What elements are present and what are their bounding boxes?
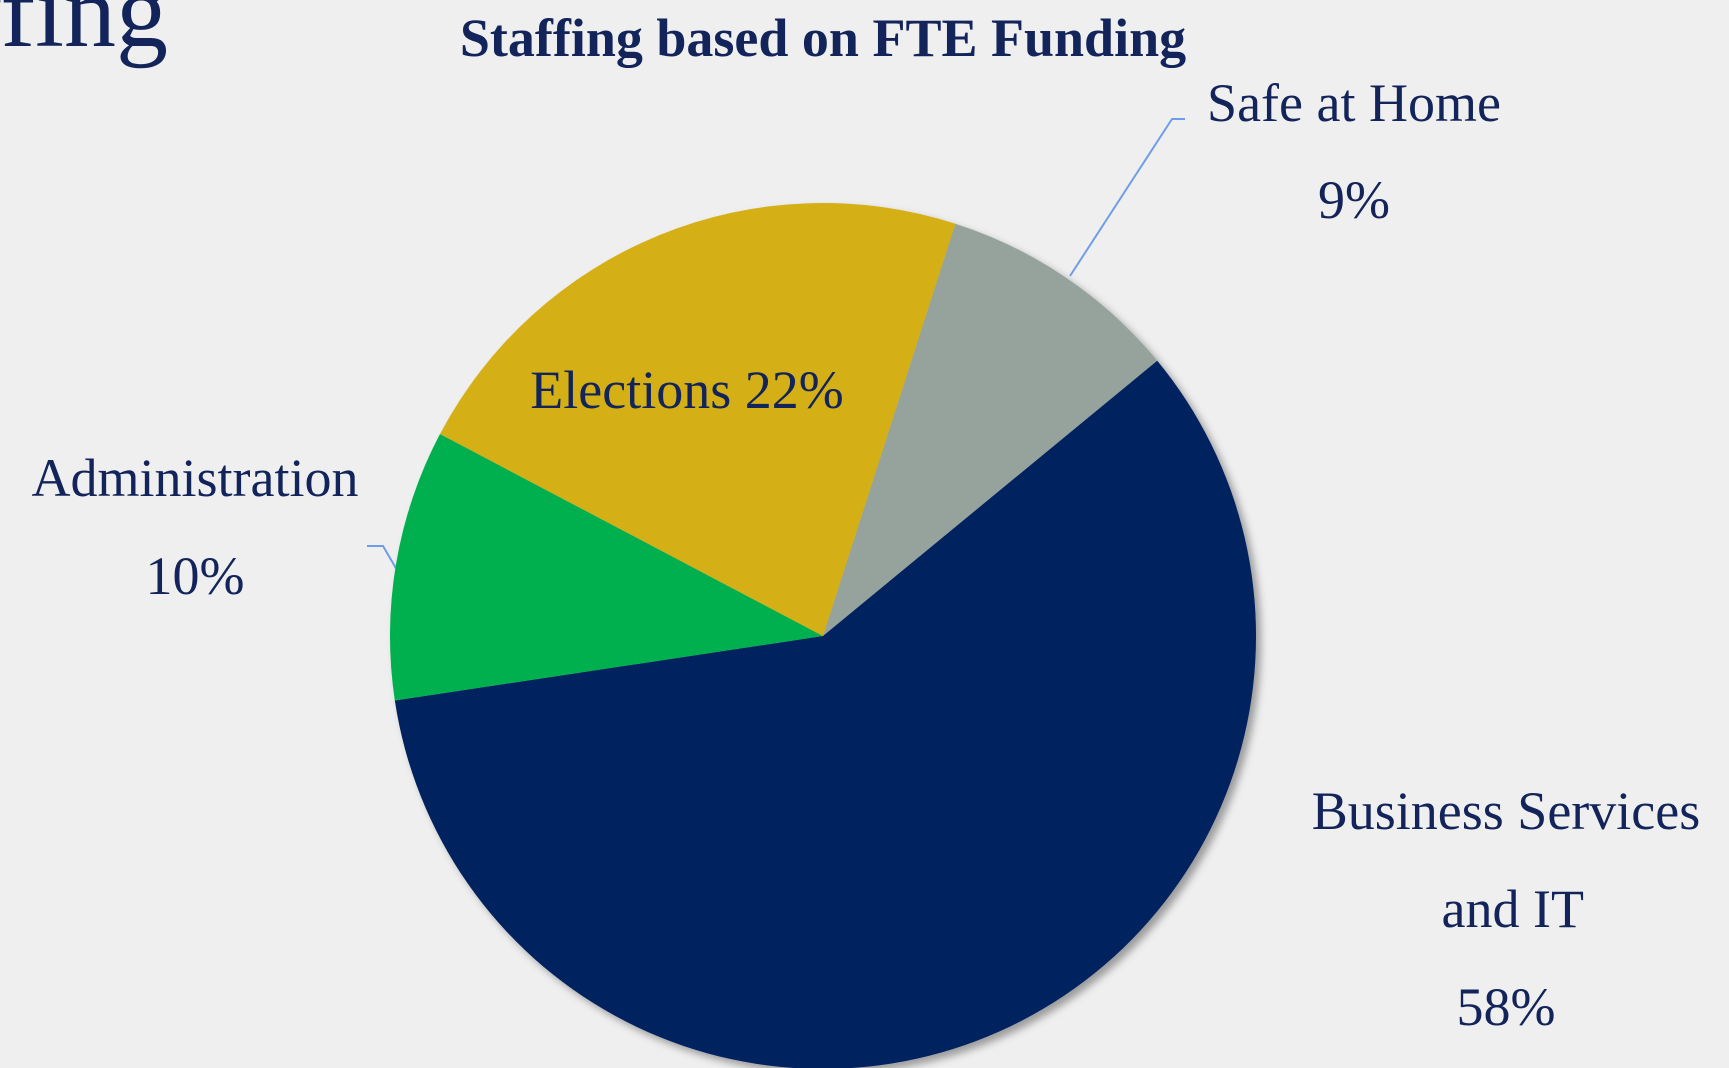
category-label: Elections xyxy=(530,360,731,420)
pie-slice xyxy=(823,223,1158,636)
leader-line xyxy=(1069,118,1185,277)
value-label: 22% xyxy=(745,360,844,420)
value-label: 9% xyxy=(1318,170,1390,230)
pie-slice xyxy=(439,202,956,636)
leader-line xyxy=(367,545,398,571)
chart-title: Staffing based on FTE Funding xyxy=(460,8,1186,68)
pie xyxy=(390,202,1256,1068)
pie-slice xyxy=(394,360,1256,1068)
value-label: 58% xyxy=(1457,977,1556,1037)
category-label: Safe at Home xyxy=(1207,73,1501,133)
pie-slice xyxy=(390,434,823,701)
slide-title-fragment: ffing xyxy=(0,0,168,69)
category-label: Business Services and IT xyxy=(1312,781,1700,939)
slice-label: Elections 22% xyxy=(530,360,843,420)
value-label: 10% xyxy=(146,546,245,606)
category-label: Administration xyxy=(32,448,359,508)
